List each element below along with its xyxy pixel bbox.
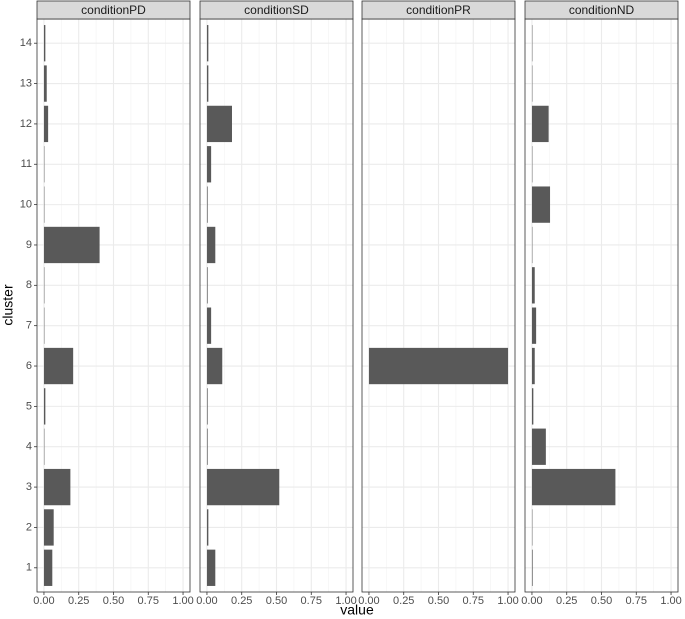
strip-label: conditionSD	[244, 3, 309, 17]
bar	[531, 388, 534, 425]
y-tick-label: 12	[20, 118, 32, 130]
y-tick-label: 8	[26, 279, 32, 291]
bar	[206, 226, 216, 264]
x-tick-label: 1.00	[497, 595, 518, 607]
x-tick-label: 0.50	[428, 595, 449, 607]
bar	[531, 549, 533, 586]
bar	[531, 347, 535, 385]
bar	[531, 307, 537, 344]
y-tick-label: 1	[26, 562, 32, 574]
y-tick-label: 2	[26, 521, 32, 533]
bar	[206, 186, 208, 223]
x-axis-title: value	[340, 602, 374, 618]
bar	[206, 146, 212, 183]
bar	[43, 549, 53, 586]
bar	[206, 549, 216, 586]
y-tick-label: 3	[26, 481, 32, 493]
x-tick-label: 0.25	[231, 595, 252, 607]
bar	[531, 267, 535, 304]
strip-label: conditionPD	[81, 3, 146, 17]
bar	[43, 105, 49, 143]
strip	[361, 0, 516, 20]
y-tick-label: 14	[20, 37, 32, 49]
bar	[43, 347, 74, 385]
bar	[531, 428, 546, 465]
strip-label: conditionND	[569, 3, 635, 17]
y-tick-label: 4	[26, 441, 32, 453]
y-tick-label: 10	[20, 199, 32, 211]
bar	[206, 428, 208, 465]
x-tick-label: 0.25	[556, 595, 577, 607]
x-tick-label: 0.75	[301, 595, 322, 607]
strip	[524, 0, 679, 20]
bar	[206, 65, 209, 102]
y-tick-label: 11	[21, 158, 32, 170]
bar	[206, 388, 208, 425]
bar	[206, 347, 223, 385]
bar	[206, 25, 209, 62]
x-tick-label: 0.00	[33, 595, 54, 607]
bar	[43, 226, 100, 264]
strip-label: conditionPR	[406, 3, 471, 17]
bar	[43, 509, 54, 546]
bar	[531, 105, 549, 143]
y-tick-label: 6	[26, 360, 32, 372]
y-tick-label: 7	[26, 320, 32, 332]
x-tick-label: 0.75	[626, 595, 647, 607]
bar	[206, 105, 232, 143]
x-tick-label: 0.00	[196, 595, 217, 607]
bar	[531, 468, 616, 506]
strip	[199, 0, 354, 20]
y-tick-label: 5	[26, 400, 32, 412]
y-axis-title: cluster	[0, 284, 16, 326]
x-tick-label: 1.00	[660, 595, 681, 607]
bar	[206, 307, 212, 344]
bar	[531, 186, 551, 223]
x-tick-label: 0.25	[68, 595, 89, 607]
x-tick-label: 0.50	[591, 595, 612, 607]
bar	[206, 468, 280, 506]
bar	[206, 267, 208, 304]
x-tick-label: 0.00	[358, 595, 379, 607]
x-tick-label: 0.75	[463, 595, 484, 607]
strip	[36, 0, 191, 20]
x-tick-label: 1.00	[172, 595, 193, 607]
x-tick-label: 0.50	[103, 595, 124, 607]
x-tick-label: 0.75	[138, 595, 159, 607]
bar	[43, 388, 46, 425]
x-tick-label: 0.00	[521, 595, 542, 607]
x-tick-label: 0.50	[266, 595, 287, 607]
x-tick-label: 0.25	[393, 595, 414, 607]
x-tick-label: 1.00	[335, 595, 356, 607]
bar	[43, 65, 47, 102]
bar	[43, 25, 46, 62]
bar	[368, 347, 509, 385]
bar	[43, 468, 71, 506]
bar	[206, 509, 209, 546]
y-tick-label: 13	[20, 77, 32, 89]
y-tick-label: 9	[26, 239, 32, 251]
